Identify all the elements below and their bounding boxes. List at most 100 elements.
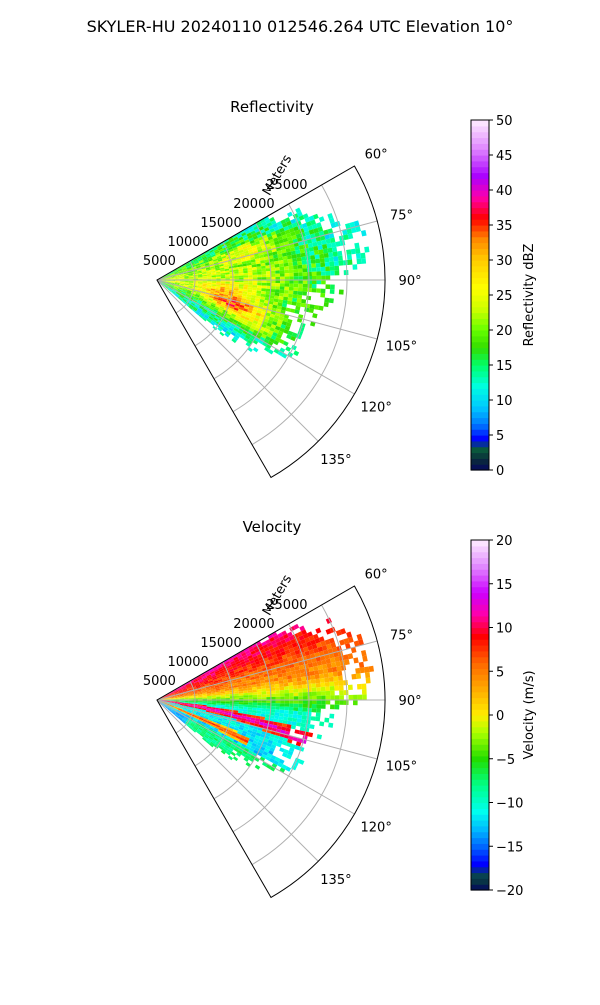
- radar-cell: [279, 290, 284, 294]
- radar-cell: [285, 277, 290, 280]
- radar-cell: [316, 263, 321, 268]
- radar-cell: [325, 262, 330, 267]
- colorbar-swatch: [471, 330, 489, 336]
- colorbar-swatch: [471, 820, 489, 826]
- colorbar-swatch: [471, 388, 489, 394]
- radar-cell: [316, 704, 321, 708]
- radar-cell: [325, 682, 330, 687]
- radar-cell: [362, 695, 367, 700]
- colorbar-swatch: [471, 750, 489, 756]
- radar-cell: [322, 664, 327, 669]
- radar-cell: [312, 696, 317, 700]
- colorbar-swatch: [471, 248, 489, 254]
- radar-cell: [280, 703, 285, 706]
- colorbar-swatch: [471, 412, 489, 418]
- colorbar-swatch: [471, 237, 489, 243]
- radar-cell: [327, 668, 332, 673]
- colorbar-swatch: [471, 132, 489, 138]
- radar-cell: [262, 274, 267, 277]
- radar-cell: [328, 723, 333, 728]
- radar-cell: [302, 264, 307, 268]
- radar-cell: [279, 687, 284, 691]
- radar-cell: [326, 695, 331, 700]
- colorbar-tick-label: 35: [496, 219, 513, 234]
- radar-cell: [239, 693, 244, 696]
- radar-cell: [352, 264, 357, 269]
- radar-cell: [248, 705, 253, 708]
- radar-cell: [280, 270, 285, 274]
- radar-cell: [331, 242, 336, 248]
- radar-cell: [329, 677, 334, 682]
- radar-cell: [316, 708, 321, 713]
- colorbar-swatch: [471, 213, 489, 219]
- colorbar-swatch: [471, 738, 489, 744]
- radar-cell: [307, 696, 312, 700]
- radial-tick-label: 15000: [200, 216, 241, 231]
- angle-tick-label: 60°: [365, 567, 388, 582]
- colorbar-tick-label: −20: [496, 884, 523, 899]
- radar-cell: [293, 291, 298, 295]
- colorbar-swatch: [471, 278, 489, 284]
- radar-cell: [314, 305, 319, 310]
- colorbar-swatch: [471, 861, 489, 867]
- radar-cell: [298, 689, 303, 693]
- colorbar-swatch: [471, 418, 489, 424]
- radar-cell: [317, 734, 322, 739]
- radar-cell: [369, 666, 374, 672]
- colorbar-swatch: [471, 692, 489, 698]
- radar-cell: [330, 285, 335, 290]
- radar-cell: [356, 253, 361, 259]
- radar-cell: [302, 711, 307, 715]
- colorbar-swatch: [471, 604, 489, 610]
- colorbar-swatch: [471, 581, 489, 587]
- radar-cell: [318, 306, 323, 311]
- radar-cell: [355, 248, 360, 254]
- radar-cell: [312, 708, 317, 712]
- radar-cell: [335, 241, 340, 247]
- reflectivity-title: Reflectivity: [230, 98, 314, 116]
- colorbar-swatch: [471, 610, 489, 616]
- radar-cell: [280, 273, 285, 276]
- colorbar-swatch: [471, 342, 489, 348]
- angle-tick-label: 135°: [320, 873, 351, 888]
- radar-cell: [285, 346, 291, 352]
- radar-cell: [216, 697, 221, 699]
- radar-cell: [333, 256, 338, 261]
- colorbar-swatch: [471, 441, 489, 447]
- radar-cell: [266, 709, 271, 712]
- radar-cell: [243, 705, 248, 708]
- radar-cell: [275, 264, 280, 268]
- radar-cell: [307, 688, 312, 692]
- radar-cell: [338, 256, 343, 261]
- radar-cell: [248, 695, 253, 698]
- colorbar-swatch: [471, 598, 489, 604]
- colorbar-swatch: [471, 178, 489, 184]
- colorbar-swatch: [471, 272, 489, 278]
- radar-cell: [308, 732, 313, 737]
- radar-cell: [288, 714, 293, 718]
- radar-cell: [248, 692, 253, 695]
- radar-cell: [230, 704, 235, 706]
- radar-cell: [275, 690, 280, 693]
- radar-cell: [333, 676, 338, 681]
- colorbar-swatch: [471, 779, 489, 785]
- radar-cell: [311, 716, 316, 721]
- radar-cell: [244, 282, 249, 285]
- radar-cell: [289, 283, 294, 287]
- radar-cell: [314, 670, 319, 675]
- radar-cell: [271, 271, 276, 274]
- radar-cell: [316, 288, 321, 293]
- angle-tick-label: 90°: [399, 274, 422, 289]
- radar-cell: [221, 703, 226, 705]
- radar-cell: [275, 684, 280, 688]
- radar-cell: [312, 704, 317, 708]
- radar-cell: [320, 682, 325, 687]
- radar-cell: [280, 693, 285, 696]
- radar-cell: [284, 293, 289, 297]
- radar-cell: [234, 702, 239, 704]
- radar-cell: [233, 756, 238, 761]
- colorbar-swatch: [471, 785, 489, 791]
- radar-cell: [279, 710, 284, 714]
- radar-cell: [301, 256, 306, 260]
- radar-cell: [302, 680, 307, 684]
